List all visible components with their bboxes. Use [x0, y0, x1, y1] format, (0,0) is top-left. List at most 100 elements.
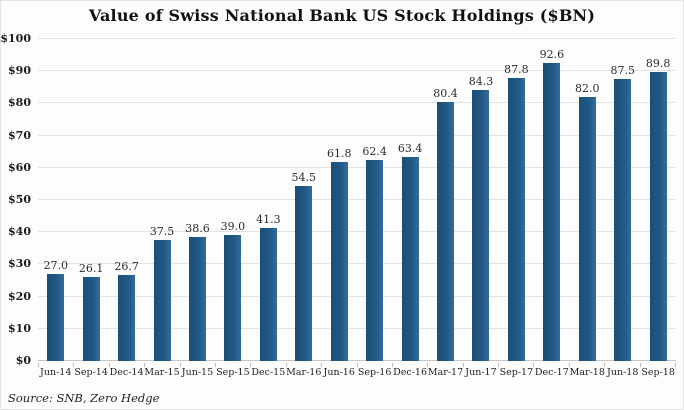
bar-value-label: 26.1 [78, 261, 104, 275]
bar-value-label: 87.5 [610, 64, 635, 78]
x-axis-line [38, 360, 676, 361]
x-axis-tick-label: Jun-17 [465, 367, 497, 378]
x-axis-tick [641, 363, 677, 367]
gridline [38, 70, 676, 72]
gridline [38, 38, 676, 39]
y-axis-tick-label: $20 [8, 289, 31, 303]
bar-slot: 62.4 [357, 39, 392, 361]
y-axis-tick-label: $70 [8, 128, 31, 142]
bar [330, 162, 348, 361]
y-axis-labels: $0 $10 $20 $30 $40 $50 $60 $70 $80 $90 $100 [1, 33, 33, 366]
bar-value-label: 87.8 [504, 63, 529, 77]
gridline [38, 263, 676, 265]
bar-value-label: 38.6 [185, 221, 210, 235]
x-axis-tick [322, 363, 358, 367]
gridline [38, 102, 676, 104]
bar [82, 276, 100, 361]
chart-title: Value of Swiss National Bank US Stock Ho… [88, 6, 596, 25]
bar-slot: 37.5 [144, 39, 179, 361]
x-axis-tick-label: Jun-15 [181, 367, 214, 378]
bar-value-label: 84.3 [468, 74, 494, 88]
x-axis-tick [393, 363, 429, 367]
x-axis-tick-label: Dec-14 [109, 367, 144, 378]
bar-series: 27.0 26.1 26.7 37.5 38.6 39.0 41.3 54.5 61.8 62.4… [38, 39, 676, 361]
bar-value-label: 82.0 [575, 81, 600, 95]
bar [472, 89, 490, 361]
bar [649, 71, 667, 361]
x-axis-tick-label: Sep-15 [216, 367, 250, 378]
bar-value-label: 62.4 [362, 145, 387, 159]
bar [224, 235, 242, 361]
gridline [38, 231, 676, 233]
x-axis-tick-label: Dec-15 [251, 367, 286, 378]
y-axis-tick-label: $90 [8, 64, 31, 78]
bar-slot: 26.7 [109, 39, 144, 361]
x-axis-tick-label: Jun-18 [607, 367, 639, 378]
bar [118, 275, 136, 361]
bar-value-label: 89.8 [645, 56, 671, 70]
x-axis-ticks [38, 363, 677, 367]
bar-slot: 87.8 [499, 39, 534, 361]
x-axis-tick [287, 363, 323, 367]
x-axis-tick [251, 363, 287, 367]
bar-slot: 84.3 [463, 39, 498, 361]
x-axis-tick-label: Mar-17 [427, 367, 464, 378]
x-axis-tick-label: Sep-14 [74, 367, 108, 378]
bar [543, 62, 561, 361]
bar-value-label: 27.0 [43, 259, 68, 273]
y-axis-tick-label: $40 [8, 225, 31, 239]
bar-value-label: 41.3 [256, 213, 281, 227]
x-axis-labels: Jun-14 Sep-14 Dec-14 Mar-15 Jun-15 Sep-15 Dec-… [38, 367, 676, 381]
x-axis-tick-label: Jun-16 [323, 367, 355, 378]
bar-slot: 39.0 [215, 39, 250, 361]
x-axis-tick [110, 363, 146, 367]
bar [47, 274, 65, 361]
bar-slot: 63.4 [392, 39, 427, 361]
bar-value-label: 92.6 [539, 47, 565, 61]
bar-value-label: 54.5 [291, 170, 317, 184]
bar-value-label: 37.5 [149, 225, 175, 239]
bar-value-label: 61.8 [326, 147, 352, 161]
bar-slot: 27.0 [38, 39, 73, 361]
x-axis-tick [464, 363, 500, 367]
y-axis-tick-label: $60 [8, 160, 31, 174]
x-axis-tick [534, 363, 570, 367]
x-axis-tick [428, 363, 464, 367]
x-axis-tick-label: Dec-16 [393, 367, 428, 378]
gridline [38, 134, 676, 136]
x-axis-tick-label: Mar-16 [286, 367, 322, 378]
bar-slot: 41.3 [251, 39, 286, 361]
bar-value-label: 26.7 [114, 260, 139, 274]
x-axis-tick [39, 363, 75, 367]
bar [188, 236, 206, 361]
bar-slot: 38.6 [180, 39, 215, 361]
bar-value-label: 39.0 [220, 220, 246, 234]
plot-area: 27.0 26.1 26.7 37.5 38.6 39.0 41.3 54.5 61.8 62.4… [38, 38, 676, 361]
bar [153, 240, 171, 361]
bar [295, 185, 313, 361]
y-axis-tick-label: $80 [8, 96, 31, 110]
x-axis-tick-label: Mar-18 [569, 367, 605, 378]
bar-slot: 92.6 [534, 39, 569, 361]
bar-slot: 26.1 [73, 39, 108, 361]
bar-slot: 61.8 [322, 39, 357, 361]
bar-slot: 82.0 [570, 39, 605, 361]
gridline [38, 166, 676, 168]
x-axis-tick [181, 363, 216, 367]
bar [366, 160, 384, 361]
y-axis-tick-label: $30 [8, 257, 31, 271]
y-axis-tick-label: $100 [0, 32, 31, 45]
gridline [38, 327, 676, 329]
gridline [38, 199, 676, 200]
x-axis-tick-label: Jun-14 [40, 367, 72, 378]
x-axis-tick [499, 363, 535, 367]
bar-value-label: 63.4 [397, 141, 423, 155]
bar-value-label: 80.4 [433, 87, 458, 101]
y-axis-tick-label: $0 [15, 354, 31, 367]
bar [401, 156, 419, 361]
x-axis-tick [605, 363, 641, 367]
bar-slot: 89.8 [640, 39, 675, 361]
x-axis-tick [74, 363, 110, 367]
bar [507, 78, 525, 361]
